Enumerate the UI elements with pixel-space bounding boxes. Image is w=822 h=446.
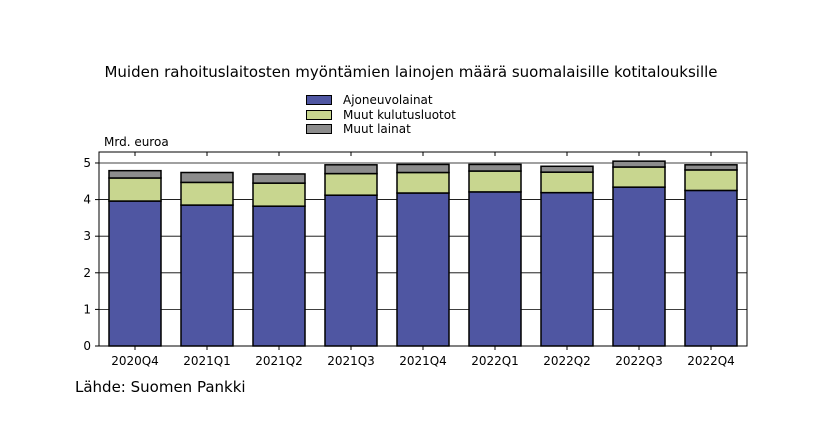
x-tick-label: 2021Q3	[327, 354, 375, 368]
bar-2021Q2-ajoneuvolainat	[252, 205, 306, 347]
bar-2022Q2-muut-kulutusluotot	[540, 171, 594, 194]
legend: Ajoneuvolainat Muut kulutusluotot Muut l…	[306, 93, 456, 137]
y-tick-label: 5	[83, 156, 91, 170]
x-tick-label: 2022Q1	[471, 354, 519, 368]
bar-2022Q3-muut-lainat	[612, 160, 666, 168]
bar-2022Q4-ajoneuvolainat	[684, 189, 738, 347]
legend-item-ajoneuvolainat: Ajoneuvolainat	[306, 93, 456, 108]
y-tick-label: 2	[83, 266, 91, 280]
bar-2020Q4-muut-lainat	[108, 169, 162, 179]
x-tick-label: 2021Q1	[183, 354, 231, 368]
y-tick-label: 4	[83, 193, 91, 207]
legend-swatch-ajoneuvolainat	[306, 95, 332, 106]
plot-frame	[98, 151, 748, 347]
y-tick-label: 1	[83, 302, 91, 316]
x-tick-label: 2022Q2	[543, 354, 591, 368]
bar-2022Q3-muut-kulutusluotot	[612, 166, 666, 188]
x-tick-label: 2020Q4	[111, 354, 159, 368]
bar-2022Q4-muut-lainat	[684, 164, 738, 171]
bar-2021Q1-muut-kulutusluotot	[180, 181, 234, 206]
x-tick-label: 2022Q3	[615, 354, 663, 368]
legend-label-ajoneuvolainat: Ajoneuvolainat	[343, 93, 433, 108]
bar-2022Q4-muut-kulutusluotot	[684, 169, 738, 192]
bar-2022Q1-ajoneuvolainat	[468, 191, 522, 347]
legend-swatch-muut-lainat	[306, 124, 332, 135]
source-note: Lähde: Suomen Pankki	[75, 378, 246, 396]
legend-swatch-muut-kulutusluotot	[306, 109, 332, 120]
bar-2021Q2-muut-lainat	[252, 173, 306, 184]
bar-2021Q3-ajoneuvolainat	[324, 194, 378, 347]
bar-2020Q4-ajoneuvolainat	[108, 200, 162, 347]
axes-layer: 2020Q4 2021Q1 2021Q2 2021Q3 2021Q4 2022Q1 2022…	[83, 151, 748, 368]
bar-2021Q2-muut-kulutusluotot	[252, 182, 306, 207]
y-tick-label: 3	[83, 229, 91, 243]
legend-item-muut-lainat: Muut lainat	[306, 122, 456, 137]
bar-2021Q4-muut-kulutusluotot	[396, 171, 450, 194]
bar-2021Q4-ajoneuvolainat	[396, 192, 450, 347]
x-tick-label: 2021Q4	[399, 354, 447, 368]
bar-2021Q3-muut-lainat	[324, 164, 378, 175]
x-tick-label: 2021Q2	[255, 354, 303, 368]
legend-label-muut-lainat: Muut lainat	[343, 122, 411, 137]
chart-title: Muiden rahoituslaitosten myöntämien lain…	[104, 63, 718, 81]
bar-2022Q1-muut-kulutusluotot	[468, 170, 522, 193]
legend-label-muut-kulutusluotot: Muut kulutusluotot	[343, 107, 456, 122]
x-tick-label: 2022Q4	[687, 354, 735, 368]
legend-item-muut-kulutusluotot: Muut kulutusluotot	[306, 108, 456, 123]
bar-2021Q3-muut-kulutusluotot	[324, 172, 378, 196]
bar-2022Q2-muut-lainat	[540, 165, 594, 173]
bar-2022Q3-ajoneuvolainat	[612, 186, 666, 347]
bar-2021Q1-ajoneuvolainat	[180, 204, 234, 347]
bar-2022Q1-muut-lainat	[468, 163, 522, 172]
y-axis-label: Mrd. euroa	[104, 135, 169, 149]
y-tick-label: 0	[83, 339, 91, 353]
bar-2022Q2-ajoneuvolainat	[540, 191, 594, 347]
bar-2020Q4-muut-kulutusluotot	[108, 177, 162, 202]
bar-2021Q1-muut-lainat	[180, 171, 234, 184]
bar-2021Q4-muut-lainat	[396, 163, 450, 174]
bars-layer	[108, 160, 738, 347]
